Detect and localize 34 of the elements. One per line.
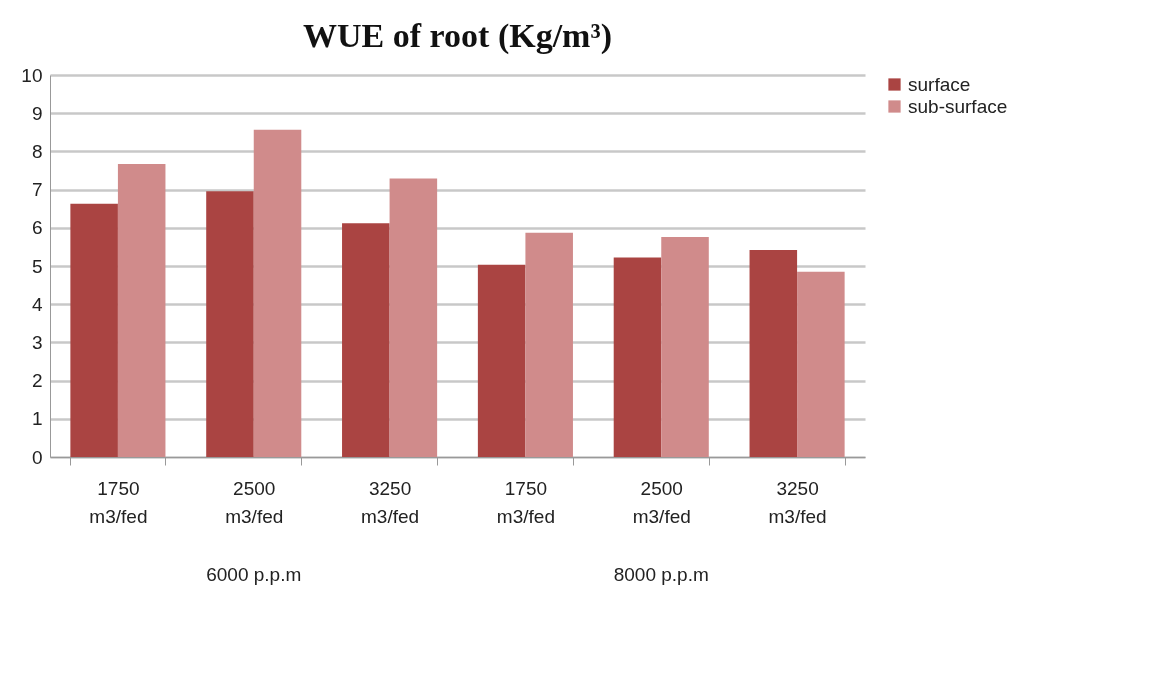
y-tick-label: 10 — [21, 64, 43, 86]
bar — [389, 178, 438, 457]
y-tick-label: 8 — [31, 140, 43, 162]
text: 8000 p.p.m — [613, 564, 709, 585]
y-tick-label: 3 — [31, 331, 43, 353]
x-tick-label: 1750 m3/fed — [89, 477, 148, 527]
x-tick-label: 3250 m3/fed — [768, 477, 827, 527]
y-tick-label: 7 — [31, 179, 43, 201]
x-tick-label: 2500 m3/fed — [632, 477, 691, 527]
legend-label: sub-surface — [908, 95, 1008, 117]
legend-label: surface — [908, 73, 971, 95]
text: 6000 p.p.m — [206, 564, 302, 585]
bar — [797, 271, 845, 457]
bar — [661, 236, 709, 457]
bar — [525, 232, 573, 457]
bar — [477, 264, 526, 457]
x-tick-label: 3250 m3/fed — [361, 477, 420, 527]
bar — [342, 223, 390, 457]
y-tick-label: 5 — [31, 255, 43, 277]
x-tick-label: 1750 m3/fed — [496, 477, 555, 527]
bar — [613, 257, 662, 457]
bar — [117, 164, 166, 457]
x-tick-label: 2500 m3/fed — [225, 477, 284, 527]
y-tick-label: 6 — [31, 217, 43, 239]
y-tick-label: 9 — [31, 102, 43, 124]
y-tick-label: 1 — [31, 408, 43, 430]
bar — [749, 249, 798, 457]
y-tick-label: 4 — [31, 293, 43, 315]
bar — [206, 191, 254, 457]
y-tick-label: 2 — [31, 370, 43, 392]
bar — [70, 203, 118, 457]
chart-title: WUE of root (Kg/m³) — [303, 17, 612, 55]
y-tick-label: 0 — [31, 446, 43, 468]
bar — [253, 129, 302, 457]
